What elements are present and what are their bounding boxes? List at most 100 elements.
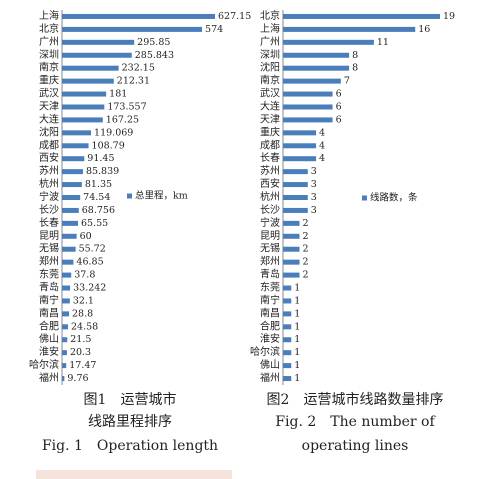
value-label: 74.54: [83, 192, 110, 203]
value-label: 167.25: [106, 114, 139, 125]
value-label: 28.8: [72, 308, 93, 319]
bar: [283, 39, 374, 45]
value-label: 212.31: [117, 76, 150, 87]
category-label: 宁波: [260, 216, 280, 229]
bar: [62, 104, 105, 110]
category-label: 成都: [260, 139, 280, 151]
bar: [62, 130, 92, 136]
category-label: 合肥: [260, 319, 280, 332]
bar: [62, 26, 203, 32]
bar: [283, 259, 300, 265]
value-label: 11: [377, 37, 389, 48]
value-label: 19: [443, 11, 455, 22]
bar: [283, 195, 308, 200]
category-label: 西安: [39, 151, 59, 164]
bar: [283, 52, 350, 58]
category-label: 南昌: [39, 306, 59, 319]
category-label: 天津: [39, 100, 59, 112]
category-label: 福州: [39, 371, 59, 384]
bar: [62, 65, 119, 71]
category-label: 上海: [260, 22, 280, 35]
category-label: 深圳: [260, 49, 280, 61]
bar: [62, 117, 103, 123]
bar: [62, 207, 79, 213]
bar: [62, 52, 132, 58]
value-label: 6: [336, 114, 342, 125]
category-label: 重庆: [260, 125, 280, 138]
value-label: 285.843: [135, 50, 174, 61]
bar: [62, 78, 114, 84]
bar: [283, 91, 333, 97]
value-label: 33.242: [73, 283, 106, 294]
category-label: 北京: [39, 22, 59, 35]
category-label: 昆明: [260, 230, 280, 242]
category-label: 南京: [39, 61, 59, 74]
bar: [283, 220, 300, 226]
value-label: 574: [205, 24, 223, 35]
legend-label: 总里程，km: [135, 190, 188, 202]
value-label: 1: [294, 360, 300, 371]
category-label: 武汉: [39, 87, 59, 100]
bar: [62, 246, 76, 252]
value-label: 3: [311, 205, 317, 216]
caption: 线路里程排序: [88, 414, 172, 430]
bar: [62, 13, 215, 19]
value-label: 1: [294, 334, 300, 345]
bar: [283, 182, 308, 188]
legend-swatch: [362, 195, 367, 201]
bar: [283, 376, 292, 382]
bar: [283, 26, 416, 32]
value-label: 4: [319, 153, 325, 164]
value-label: 65.55: [81, 218, 108, 229]
bar: [283, 285, 292, 291]
value-label: 16: [418, 24, 430, 35]
category-label: 长沙: [260, 204, 280, 216]
category-label: 哈尔滨: [29, 358, 59, 371]
value-label: 8: [352, 50, 358, 61]
bar: [283, 156, 317, 162]
category-label: 福州: [260, 371, 280, 384]
bar: [283, 169, 308, 175]
bar: [62, 220, 78, 226]
bar: [283, 324, 292, 330]
decor-band: [36, 470, 232, 479]
category-label: 郑州: [39, 255, 59, 268]
bar: [283, 246, 300, 252]
value-label: 9.76: [67, 373, 88, 384]
bar: [62, 363, 67, 369]
value-label: 108.79: [92, 140, 125, 151]
category-label: 上海: [39, 9, 59, 22]
value-label: 21.5: [70, 334, 91, 345]
value-label: 6: [336, 89, 342, 100]
category-label: 宁波: [39, 190, 59, 203]
category-label: 哈尔滨: [250, 345, 280, 358]
value-label: 2: [303, 231, 309, 242]
value-label: 32.1: [73, 295, 94, 306]
category-label: 武汉: [260, 87, 280, 100]
bar: [283, 350, 292, 356]
legend-label: 线路数，条: [370, 192, 418, 204]
caption: Fig. 1 Operation length: [42, 438, 218, 454]
bar: [62, 169, 83, 175]
category-label: 无锡: [260, 242, 280, 255]
bar: [62, 195, 81, 200]
category-label: 杭州: [260, 190, 280, 203]
value-label: 3: [311, 179, 317, 190]
bar: [283, 337, 292, 343]
value-label: 627.15: [218, 11, 251, 22]
category-label: 苏州: [39, 164, 59, 177]
value-label: 1: [294, 347, 300, 358]
bar: [283, 13, 440, 19]
value-label: 8: [352, 63, 358, 74]
value-label: 173.557: [107, 101, 146, 112]
bar: [283, 65, 350, 71]
category-label: 大连: [260, 99, 280, 112]
category-label: 重庆: [39, 74, 59, 87]
bar: [62, 91, 107, 97]
value-label: 295.85: [137, 37, 170, 48]
value-label: 46.85: [76, 257, 103, 268]
value-label: 91.45: [87, 153, 114, 164]
bar: [62, 285, 71, 291]
bar: [283, 207, 308, 213]
